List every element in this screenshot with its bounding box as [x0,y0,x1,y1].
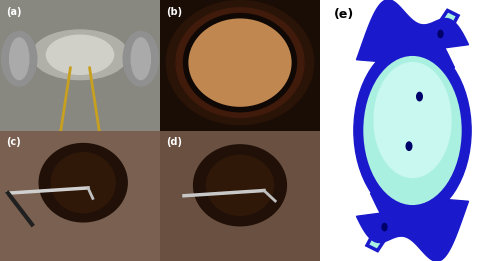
Circle shape [438,30,443,38]
Ellipse shape [186,16,294,110]
Circle shape [374,63,451,177]
Ellipse shape [32,30,128,80]
Circle shape [354,43,471,218]
Ellipse shape [2,31,37,86]
Circle shape [362,55,463,206]
Circle shape [361,54,464,207]
Text: (b): (b) [166,7,182,16]
Ellipse shape [39,144,127,222]
Ellipse shape [206,155,274,215]
Text: (c): (c) [6,137,21,147]
Text: (a): (a) [6,7,22,16]
Ellipse shape [166,1,314,125]
Ellipse shape [123,31,158,86]
Circle shape [416,92,422,101]
Polygon shape [367,193,409,251]
Ellipse shape [46,35,114,74]
Ellipse shape [176,8,304,117]
Text: (d): (d) [166,137,182,147]
Polygon shape [416,10,458,68]
Ellipse shape [51,153,115,213]
Polygon shape [356,0,469,68]
Circle shape [406,142,412,150]
Circle shape [382,223,387,231]
Ellipse shape [194,145,286,226]
Text: (e): (e) [334,8,354,21]
Ellipse shape [10,38,29,80]
Polygon shape [356,193,469,261]
Ellipse shape [131,38,150,80]
